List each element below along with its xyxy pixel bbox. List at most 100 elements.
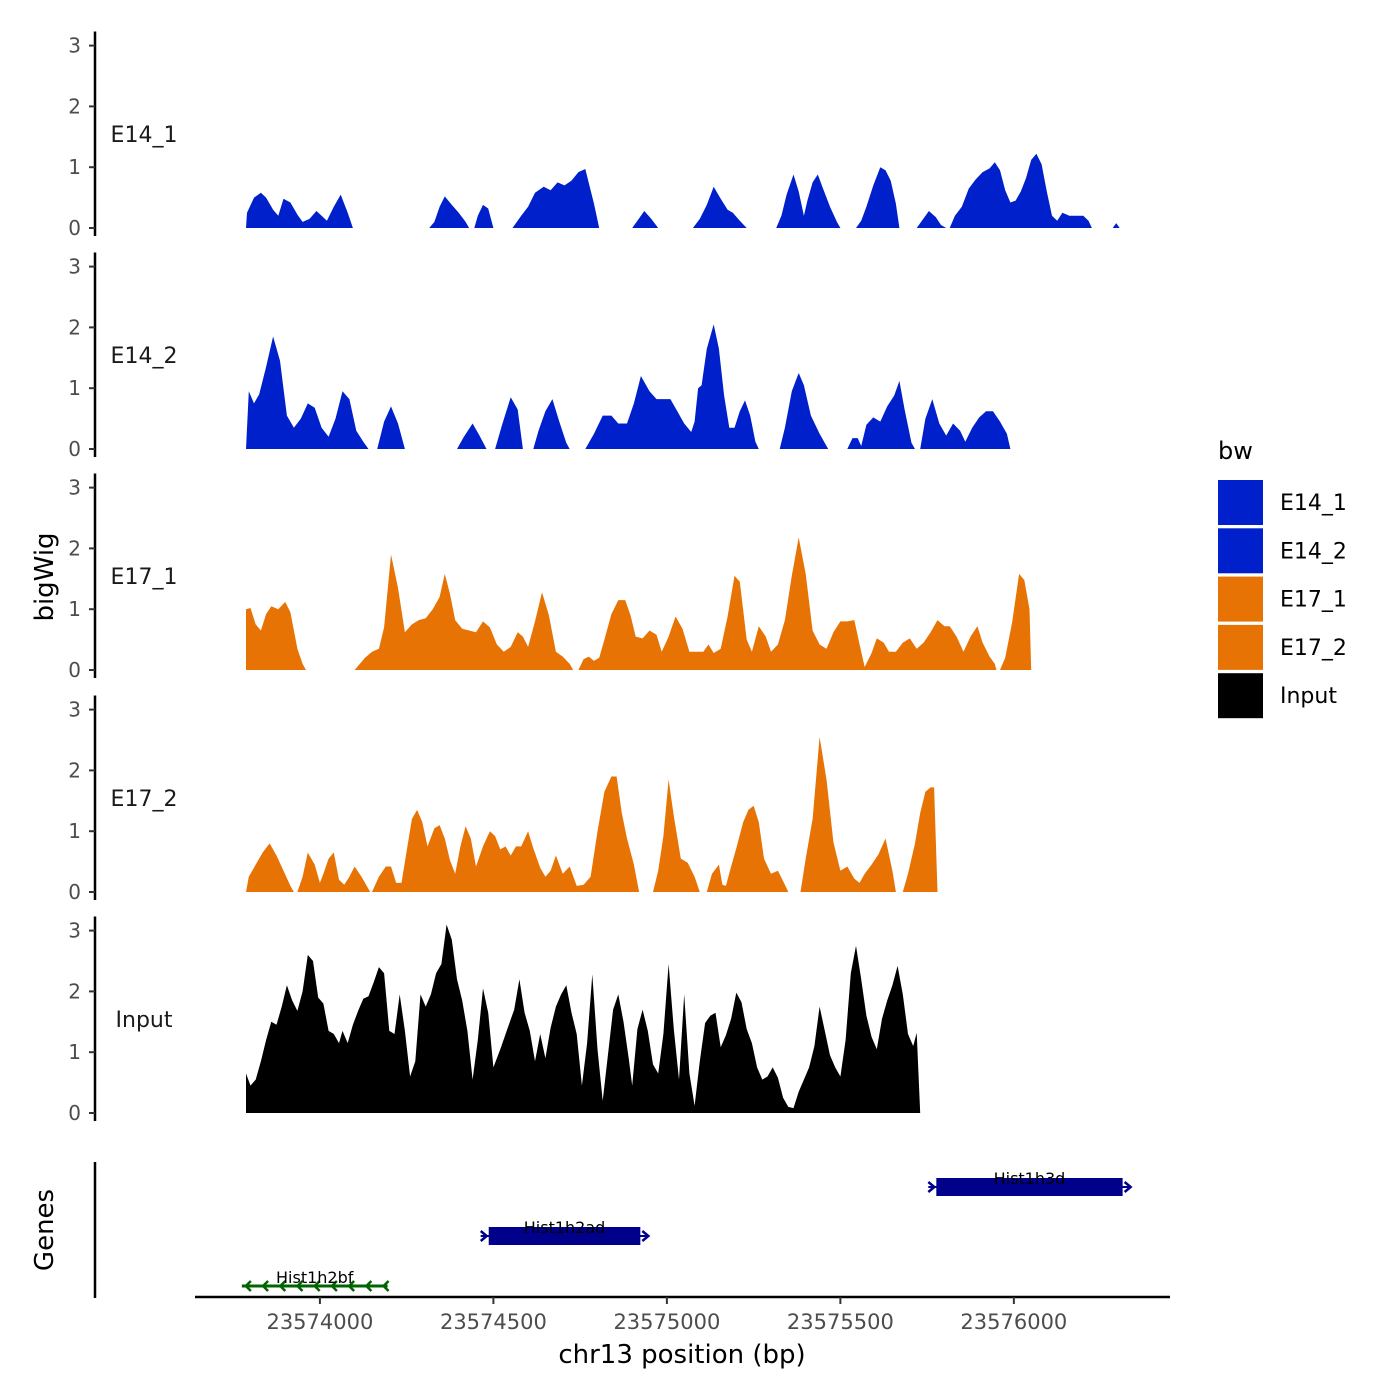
signal-area bbox=[246, 192, 353, 228]
gene-label: Hist1h3d bbox=[994, 1169, 1066, 1188]
signal-area bbox=[297, 852, 371, 892]
y-tick-label: 0 bbox=[68, 658, 81, 682]
legend-label: E14_2 bbox=[1280, 539, 1347, 564]
strand-arrow bbox=[244, 1280, 252, 1292]
y-tick-label: 1 bbox=[68, 1040, 81, 1064]
y-tick-label: 2 bbox=[68, 94, 81, 118]
gene-label: Hist1h2ad bbox=[524, 1218, 606, 1237]
legend-label: E17_1 bbox=[1280, 588, 1347, 613]
gene-exon bbox=[936, 1178, 1123, 1196]
signal-area bbox=[856, 167, 900, 228]
signal-area bbox=[429, 196, 470, 228]
y-tick-label: 0 bbox=[68, 437, 81, 461]
y-tick-label: 1 bbox=[68, 155, 81, 179]
x-tick-label: 23576000 bbox=[960, 1310, 1067, 1334]
signal-area bbox=[692, 186, 747, 228]
y-tick-label: 0 bbox=[68, 216, 81, 240]
signal-area bbox=[585, 324, 759, 449]
x-tick-label: 23574000 bbox=[266, 1310, 373, 1334]
legend-label: E17_2 bbox=[1280, 636, 1347, 661]
legend-title: bw bbox=[1218, 437, 1253, 465]
signal-area bbox=[372, 776, 640, 892]
strand-arrow bbox=[364, 1280, 373, 1292]
gene-exon bbox=[488, 1227, 641, 1245]
track-Input: 0 1 2 3 Input bbox=[68, 916, 921, 1125]
signal-area bbox=[354, 554, 574, 670]
y-tick-label: 0 bbox=[68, 1101, 81, 1125]
strand-arrow bbox=[1123, 1181, 1133, 1193]
signal-area bbox=[776, 174, 841, 228]
strand-arrow bbox=[312, 1280, 321, 1292]
track-label: Input bbox=[116, 1008, 173, 1033]
signal-area bbox=[246, 601, 306, 670]
y-tick-label: 3 bbox=[68, 476, 81, 500]
x-axis-title: chr13 position (bp) bbox=[558, 1340, 805, 1370]
x-tick-label: 23575000 bbox=[613, 1310, 720, 1334]
y-tick-label: 3 bbox=[68, 698, 81, 722]
signal-area bbox=[246, 924, 921, 1113]
y-tick-label: 1 bbox=[68, 376, 81, 400]
strand-arrow bbox=[347, 1280, 356, 1292]
legend-swatch bbox=[1218, 673, 1263, 719]
legend-swatch bbox=[1218, 480, 1263, 525]
signal-area bbox=[533, 399, 570, 449]
y-tick-label: 3 bbox=[68, 255, 81, 279]
track-label: E17_1 bbox=[111, 565, 178, 590]
track-E14_2: 0 1 2 3 E14_2 bbox=[68, 252, 1011, 461]
y-tick-label: 3 bbox=[68, 919, 81, 943]
signal-area bbox=[847, 380, 915, 449]
y-tick-label: 2 bbox=[68, 315, 81, 339]
legend-label: Input bbox=[1280, 684, 1337, 709]
signal-area bbox=[495, 397, 523, 449]
gene-label: Hist1h2bf bbox=[276, 1268, 354, 1287]
signal-area bbox=[246, 336, 369, 449]
signal-area bbox=[1112, 223, 1120, 228]
track-label: E14_2 bbox=[111, 344, 178, 369]
strand-arrow bbox=[261, 1280, 269, 1292]
signal-area bbox=[653, 779, 700, 892]
gene-track-title: Genes bbox=[30, 1189, 60, 1271]
signal-area bbox=[377, 406, 405, 449]
signal-area bbox=[779, 373, 829, 449]
strand-arrow bbox=[330, 1280, 338, 1292]
legend-label: E14_1 bbox=[1280, 491, 1347, 516]
legend-swatch bbox=[1218, 528, 1263, 574]
signal-area bbox=[457, 423, 487, 449]
signal-area bbox=[706, 805, 789, 892]
track-E17_2: 0 1 2 3 E17_2 bbox=[68, 695, 938, 904]
gene-Hist1h2ad: Hist1h2ad bbox=[479, 1218, 651, 1245]
strand-arrow bbox=[295, 1280, 304, 1292]
gene-track: Hist1h2bf Hist1h2ad Hist1h3d bbox=[93, 1162, 1133, 1298]
gene-Hist1h2bf: Hist1h2bf bbox=[241, 1268, 390, 1292]
signal-area bbox=[949, 153, 1092, 228]
x-tick-label: 23574500 bbox=[440, 1310, 547, 1334]
signal-area bbox=[902, 787, 938, 892]
y-axis-title: bigWig bbox=[30, 532, 60, 621]
y-tick-label: 1 bbox=[68, 819, 81, 843]
track-label: E17_2 bbox=[111, 787, 178, 812]
y-tick-label: 1 bbox=[68, 597, 81, 621]
x-axis: 23574000 23574500 23575000 23575500 23576000 bbox=[195, 1295, 1170, 1334]
signal-area bbox=[1000, 573, 1032, 670]
signal-area bbox=[916, 211, 947, 228]
track-label: E14_1 bbox=[111, 123, 178, 148]
legend: E14_1 E14_2 E17_1 E17_2 Input bbox=[1218, 480, 1347, 719]
signal-area bbox=[800, 737, 896, 892]
strand-arrow bbox=[927, 1181, 937, 1193]
signal-tracks: 0 1 2 3 E14_1 0 1 2 3 E14_2 0 1 2 3 E17_1 0 1 2 3 E17_2 0 1 2 3… bbox=[68, 31, 1120, 1125]
signal-area bbox=[474, 204, 494, 228]
strand-arrow bbox=[479, 1230, 489, 1242]
signal-area bbox=[632, 211, 659, 228]
x-tick-label: 23575500 bbox=[787, 1310, 894, 1334]
y-tick-label: 3 bbox=[68, 34, 81, 58]
strand-arrow bbox=[381, 1280, 390, 1292]
track-E17_1: 0 1 2 3 E17_1 bbox=[68, 473, 1032, 682]
y-tick-label: 2 bbox=[68, 758, 81, 782]
signal-area bbox=[512, 169, 600, 228]
track-E14_1: 0 1 2 3 E14_1 bbox=[68, 31, 1120, 240]
signal-area bbox=[578, 537, 997, 670]
signal-area bbox=[246, 843, 294, 892]
gene-Hist1h3d: Hist1h3d bbox=[927, 1169, 1133, 1196]
